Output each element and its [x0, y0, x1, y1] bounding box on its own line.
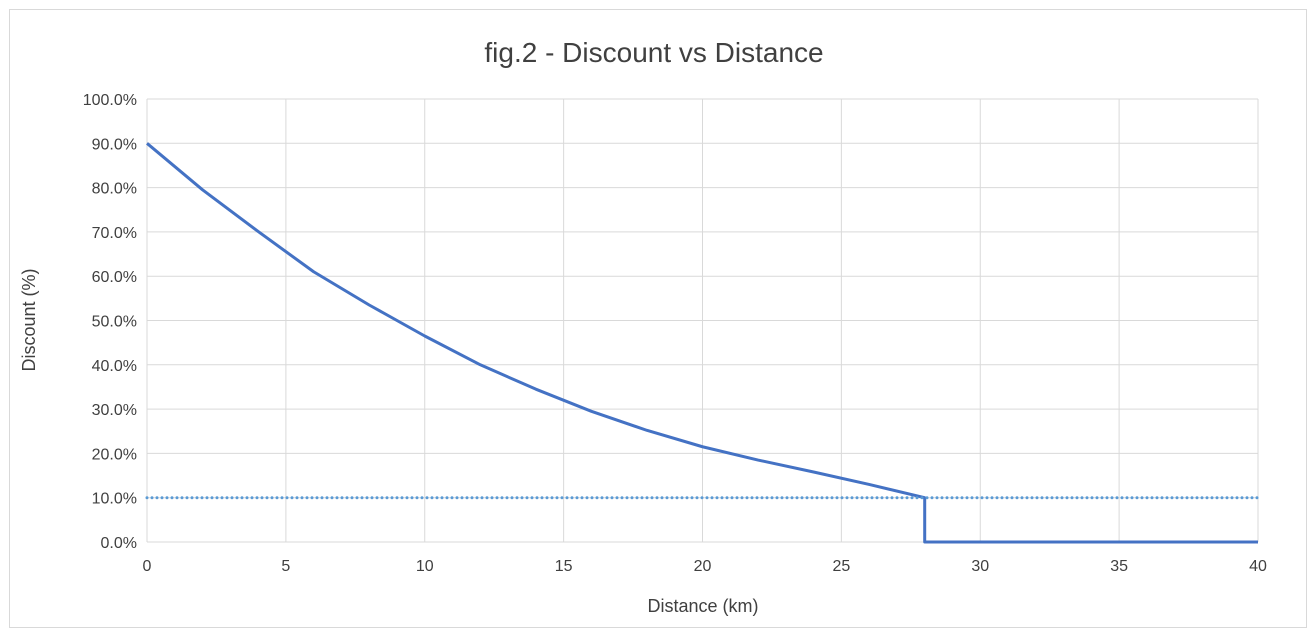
y-tick-label: 40.0%: [92, 358, 137, 375]
x-tick-label: 0: [143, 558, 152, 575]
y-tick-label: 50.0%: [92, 314, 137, 331]
chart-title: fig.2 - Discount vs Distance: [484, 37, 823, 68]
x-tick-label: 30: [971, 558, 989, 575]
y-tick-label: 80.0%: [92, 181, 137, 198]
y-tick-label: 70.0%: [92, 225, 137, 242]
y-tick-label: 20.0%: [92, 446, 137, 463]
y-tick-label: 0.0%: [101, 535, 137, 552]
x-tick-label: 5: [281, 558, 290, 575]
y-tick-label: 30.0%: [92, 402, 137, 419]
y-axis-title: Discount (%): [19, 268, 39, 371]
y-tick-label: 100.0%: [83, 92, 137, 109]
x-tick-label: 35: [1110, 558, 1128, 575]
x-tick-label: 25: [832, 558, 850, 575]
x-tick-label: 15: [555, 558, 573, 575]
y-tick-label: 90.0%: [92, 136, 137, 153]
y-tick-labels: 0.0% 10.0% 20.0% 30.0% 40.0% 50.0% 60.0% 70.0% 8…: [83, 92, 137, 552]
y-tick-label: 10.0%: [92, 491, 137, 508]
x-tick-labels: 0 5 10 15 20 25 30 35 40: [143, 558, 1267, 575]
x-tick-label: 10: [416, 558, 434, 575]
y-tick-label: 60.0%: [92, 269, 137, 286]
x-tick-label: 40: [1249, 558, 1267, 575]
x-axis-title: Distance (km): [647, 596, 758, 616]
x-tick-label: 20: [694, 558, 712, 575]
grid-layer: [147, 99, 1258, 542]
